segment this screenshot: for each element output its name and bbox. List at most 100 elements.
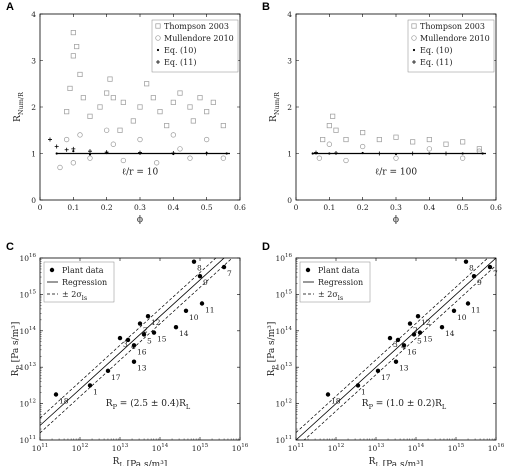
point-label: 5 (417, 336, 422, 345)
data-point (360, 130, 366, 136)
y-tick-label: 1015 (19, 289, 36, 299)
legend-label: Plant data (318, 266, 360, 275)
data-point (395, 337, 401, 343)
legend-label: Eq. (10) (164, 46, 196, 55)
data-point (439, 324, 445, 330)
y-tick-label: 4 (287, 10, 292, 19)
data-point (137, 104, 143, 110)
point-label: 8 (469, 264, 474, 273)
data-point (137, 321, 143, 326)
data-point (471, 274, 477, 279)
data-point (48, 137, 52, 142)
regression-lines (40, 258, 233, 434)
data-point (360, 143, 366, 150)
data-point (164, 123, 170, 129)
legend-label: Eq. (11) (420, 58, 452, 67)
data-point (407, 321, 413, 326)
data-point (53, 392, 59, 397)
data-point (460, 139, 466, 145)
x-tick-label: 1012 (72, 443, 89, 453)
data-point (326, 141, 332, 147)
data-point (204, 109, 210, 115)
data-point (451, 308, 457, 313)
data-point (197, 95, 203, 101)
regression-line (296, 258, 496, 440)
data-point (393, 155, 399, 161)
point-label: 15 (157, 335, 167, 344)
data-point (64, 147, 69, 152)
data-point (387, 335, 393, 341)
x-tick-label: 1014 (408, 443, 425, 453)
point-label: 17 (381, 373, 391, 382)
point-label: 18 (59, 397, 69, 406)
y-axis-label: RNum/R (269, 91, 281, 122)
x-tick-label: 1016 (488, 443, 505, 453)
point-label: 3 (123, 340, 128, 349)
equation: RP = (1.0 ± 0.2)RL (362, 398, 447, 411)
x-tick-label: 1011 (288, 443, 305, 453)
series-1 (57, 127, 226, 171)
data-point (110, 141, 116, 147)
panel-d: D18117133416212515141011897RP = (1.0 ± 0… (262, 241, 498, 441)
x-tick-label: 0.3 (390, 203, 402, 212)
y-tick-label: 1014 (275, 326, 292, 336)
x-tick-label: 0.6 (234, 203, 246, 212)
series-0 (320, 113, 482, 152)
band-lower (40, 258, 233, 434)
regression-lines (296, 258, 496, 440)
point-label: 16 (137, 347, 147, 356)
x-tick-label: 1013 (112, 443, 129, 453)
data-point (54, 144, 59, 149)
y-tick-label: 4 (31, 10, 36, 19)
legend-label: Plant data (62, 266, 104, 275)
data-point (177, 90, 183, 96)
legend-marker (411, 35, 417, 41)
legend-box (407, 19, 495, 73)
data-point (145, 314, 151, 319)
panel-c: C18117133416212515141011897RP = (2.5 ± 0… (6, 241, 241, 441)
y-tick-label: 1 (31, 150, 36, 159)
y-axis-label: RNum/R (13, 91, 25, 122)
point-label: 12 (421, 318, 431, 327)
plot-frame (39, 257, 241, 441)
panel-label: B (262, 1, 270, 13)
y-tick-label: 1011 (19, 435, 36, 445)
point-label: 10 (457, 313, 467, 322)
point-label: 7 (493, 269, 498, 278)
equation: RP = (2.5 ± 0.4)RL (106, 398, 191, 411)
data-point (376, 137, 382, 143)
point-label: 2 (143, 326, 148, 335)
data-point (197, 274, 203, 279)
point-label: 3 (393, 340, 398, 349)
x-tick-label: 0.2 (101, 203, 113, 212)
data-point (104, 127, 110, 133)
data-point (80, 95, 86, 101)
point-label: 8 (197, 264, 202, 273)
legend-label: ± 2σls (62, 290, 87, 302)
data-point (417, 330, 423, 335)
point-label: 11 (205, 306, 215, 315)
point-label: 11 (471, 306, 481, 315)
data-point (87, 155, 93, 161)
data-point (120, 157, 126, 164)
data-point (110, 95, 116, 101)
plot-frame (295, 257, 497, 441)
data-point (64, 109, 70, 115)
data-point (401, 343, 407, 348)
data-point (107, 76, 113, 82)
point-label: 18 (331, 397, 341, 406)
legend-label: Mullendore 2010 (164, 34, 234, 43)
legend-marker (412, 48, 416, 52)
legend-marker (412, 60, 416, 64)
y-axis-label: RP [Pa s/m³] (267, 322, 279, 377)
y-tick-label: 1016 (275, 253, 292, 263)
y-tick-label: 3 (287, 57, 292, 66)
data-point (187, 104, 193, 110)
data-point (105, 368, 111, 374)
y-axis-label: RP [Pa s/m³] (11, 322, 23, 377)
x-tick-label: 1011 (32, 443, 49, 453)
point-label: 9 (203, 278, 208, 287)
x-tick-label: 0.6 (490, 203, 502, 212)
data-point (476, 146, 482, 152)
